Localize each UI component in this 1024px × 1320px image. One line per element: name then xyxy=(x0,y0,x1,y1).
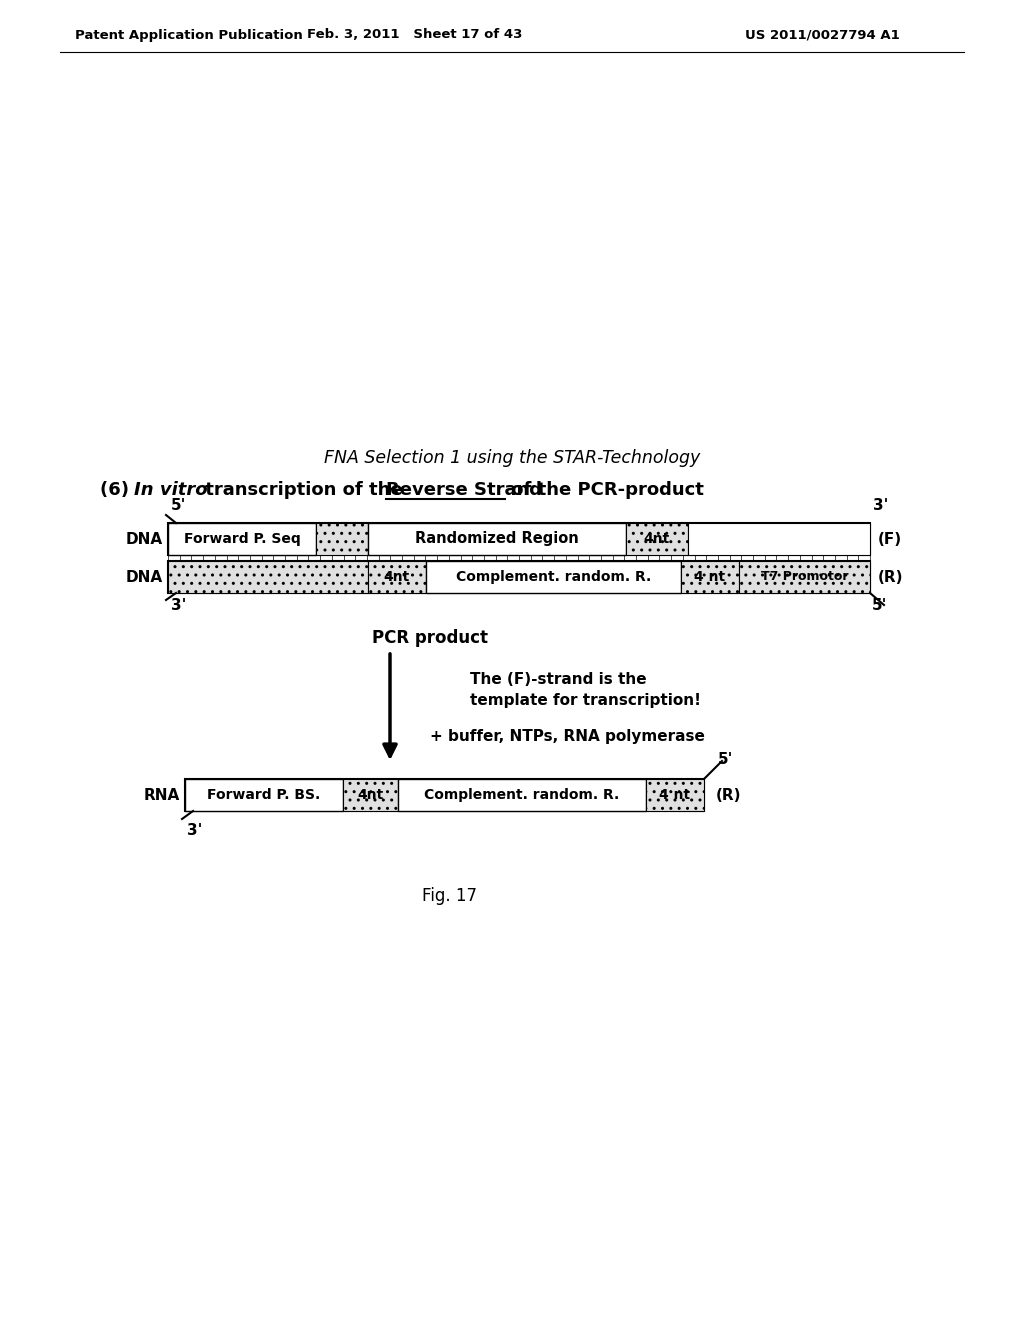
Bar xyxy=(168,561,368,593)
Bar xyxy=(646,779,705,810)
Text: (R): (R) xyxy=(878,569,903,585)
Bar xyxy=(316,523,368,554)
Text: The (F)-strand is the: The (F)-strand is the xyxy=(470,672,646,686)
Text: 4nt: 4nt xyxy=(357,788,384,803)
Bar xyxy=(168,523,316,554)
Text: FNA Selection 1 using the STAR-Technology: FNA Selection 1 using the STAR-Technolog… xyxy=(324,449,700,467)
Text: In vitro: In vitro xyxy=(134,480,208,499)
Text: Feb. 3, 2011   Sheet 17 of 43: Feb. 3, 2011 Sheet 17 of 43 xyxy=(307,29,522,41)
Text: 5': 5' xyxy=(872,598,888,612)
Text: 4nt: 4nt xyxy=(384,570,411,583)
Bar xyxy=(398,779,646,810)
Text: RNA: RNA xyxy=(143,788,180,803)
Text: + buffer, NTPs, RNA polymerase: + buffer, NTPs, RNA polymerase xyxy=(430,729,705,743)
Text: US 2011/0027794 A1: US 2011/0027794 A1 xyxy=(745,29,900,41)
Text: 3': 3' xyxy=(873,498,889,513)
Text: Fig. 17: Fig. 17 xyxy=(423,887,477,906)
Text: (F): (F) xyxy=(878,532,902,546)
Text: transcription of the: transcription of the xyxy=(199,480,409,499)
Bar xyxy=(368,523,626,554)
Text: Forward P. BS.: Forward P. BS. xyxy=(208,788,321,803)
Text: (R): (R) xyxy=(716,788,741,803)
Text: Reverse Strand: Reverse Strand xyxy=(386,480,542,499)
Text: (6): (6) xyxy=(100,480,135,499)
Bar xyxy=(185,779,343,810)
Bar xyxy=(168,561,870,593)
Text: T7 Promotor: T7 Promotor xyxy=(761,570,848,583)
Bar xyxy=(688,523,870,554)
Text: PCR product: PCR product xyxy=(372,630,488,647)
Bar xyxy=(426,561,681,593)
Text: Complement. random. R.: Complement. random. R. xyxy=(456,570,651,583)
Bar xyxy=(185,779,705,810)
Text: 3': 3' xyxy=(171,598,186,612)
Bar xyxy=(343,779,398,810)
Text: 4 nt: 4 nt xyxy=(694,570,726,583)
Bar xyxy=(681,561,739,593)
Text: 5': 5' xyxy=(171,498,186,513)
Bar xyxy=(626,523,688,554)
Text: Complement. random. R.: Complement. random. R. xyxy=(424,788,620,803)
Text: 3': 3' xyxy=(187,822,203,838)
Bar xyxy=(168,523,870,554)
Text: Randomized Region: Randomized Region xyxy=(415,532,579,546)
Text: template for transcription!: template for transcription! xyxy=(470,693,701,709)
Bar xyxy=(739,561,870,593)
Text: Patent Application Publication: Patent Application Publication xyxy=(75,29,303,41)
Text: DNA: DNA xyxy=(126,532,163,546)
Text: DNA: DNA xyxy=(126,569,163,585)
Text: 4 nt: 4 nt xyxy=(659,788,690,803)
Text: Forward P. Seq: Forward P. Seq xyxy=(183,532,300,546)
Text: of the PCR-product: of the PCR-product xyxy=(505,480,703,499)
Text: 4nt: 4nt xyxy=(644,532,670,546)
Bar xyxy=(368,561,426,593)
Text: 5': 5' xyxy=(718,751,733,767)
